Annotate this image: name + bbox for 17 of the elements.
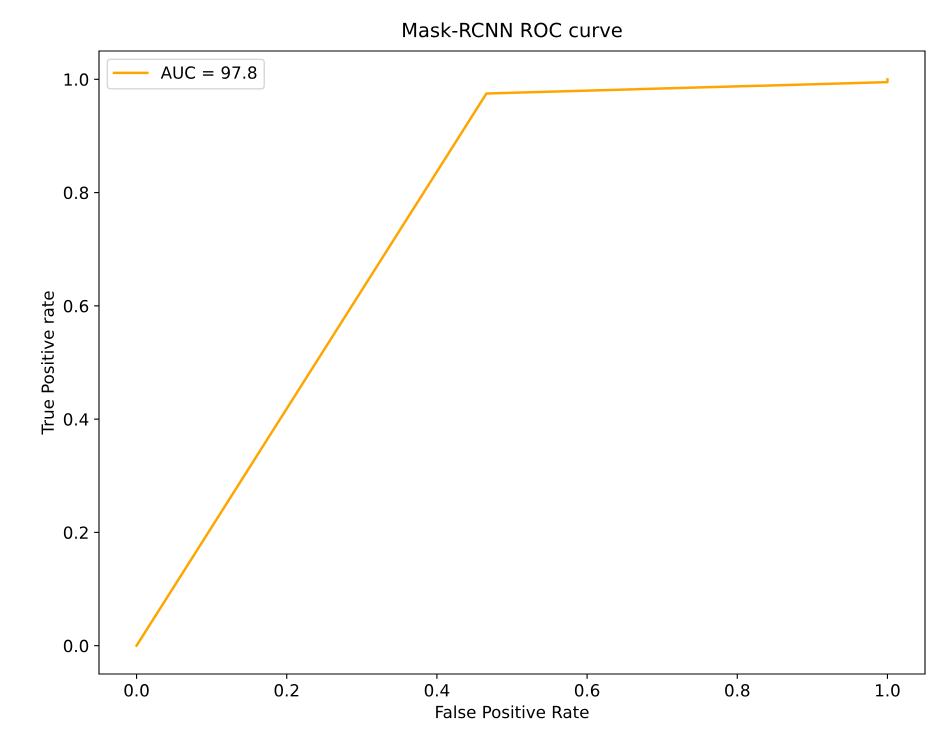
y-tick-label: 1.0 [64,73,88,86]
x-tick-label: 0.0 [124,684,149,697]
y-tick-label: 0.6 [64,300,88,312]
y-axis-title: True Positive rate [41,291,54,435]
y-tick-label: 0.8 [64,186,88,200]
line-series [135,78,889,647]
x-tick-label: 0.8 [725,684,750,697]
x-tick-label: 0.4 [424,684,450,697]
y-tick-label: 0.4 [64,413,88,426]
y-tick-label: 0.0 [64,640,88,652]
x-axis-title: False Positive Rate [436,705,589,718]
legend-label: AUC = 97.8 [160,66,256,79]
x-tick-label: 0.2 [274,684,298,697]
x-tick-label: 1.0 [876,684,900,697]
x-tick-label: 0.6 [574,684,600,697]
y-tick-label: 0.2 [64,526,88,539]
chart-title: Mask-RCNN ROC curve [403,22,622,38]
